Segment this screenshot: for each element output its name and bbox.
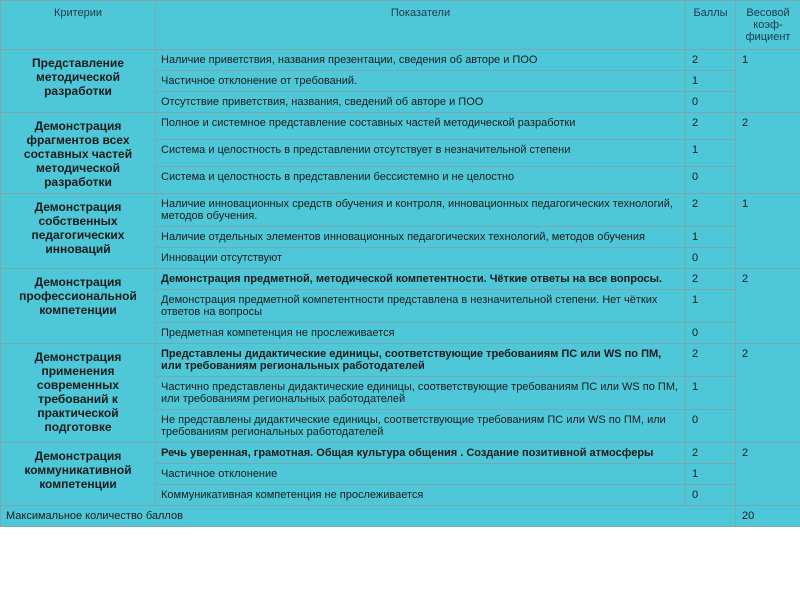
indicator-cell: Частично представлены дидактические един… (156, 377, 686, 410)
header-scores: Баллы (686, 1, 736, 50)
criteria-cell: Демонстрация профессиональной компетенци… (1, 269, 156, 344)
indicator-cell: Представлены дидактические единицы, соот… (156, 344, 686, 377)
score-cell: 2 (686, 113, 736, 140)
evaluation-table: Критерии Показатели Баллы Весовой коэф-ф… (0, 0, 800, 527)
score-cell: 2 (686, 269, 736, 290)
indicator-cell: Демонстрация предметной, методической ко… (156, 269, 686, 290)
footer-row: Максимальное количество баллов20 (1, 506, 800, 527)
header-indicators: Показатели (156, 1, 686, 50)
weight-cell: 1 (736, 194, 800, 269)
indicator-cell: Полное и системное представление составн… (156, 113, 686, 140)
header-weight: Весовой коэф-фициент (736, 1, 800, 50)
criteria-cell: Демонстрация собственных педагогических … (1, 194, 156, 269)
score-cell: 1 (686, 290, 736, 323)
indicator-cell: Коммуникативная компетенция не прослежив… (156, 485, 686, 506)
score-cell: 0 (686, 167, 736, 194)
weight-cell: 1 (736, 50, 800, 113)
weight-cell: 2 (736, 344, 800, 443)
indicator-cell: Инновации отсутствуют (156, 248, 686, 269)
indicator-cell: Речь уверенная, грамотная. Общая культур… (156, 443, 686, 464)
weight-cell: 2 (736, 113, 800, 194)
table-row: Демонстрация фрагментов всех составных ч… (1, 113, 800, 140)
indicator-cell: Наличие инновационных средств обучения и… (156, 194, 686, 227)
weight-cell: 2 (736, 443, 800, 506)
score-cell: 1 (686, 227, 736, 248)
score-cell: 0 (686, 323, 736, 344)
table-row: Представление методической разработкиНал… (1, 50, 800, 71)
table-row: Демонстрация коммуникативной компетенции… (1, 443, 800, 464)
criteria-cell: Представление методической разработки (1, 50, 156, 113)
indicator-cell: Наличие отдельных элементов инновационны… (156, 227, 686, 248)
indicator-cell: Отсутствие приветствия, названия, сведен… (156, 92, 686, 113)
score-cell: 0 (686, 248, 736, 269)
indicator-cell: Система и целостность в представлении от… (156, 140, 686, 167)
table-row: Демонстрация профессиональной компетенци… (1, 269, 800, 290)
score-cell: 1 (686, 140, 736, 167)
indicator-cell: Не представлены дидактические единицы, с… (156, 410, 686, 443)
header-criteria: Критерии (1, 1, 156, 50)
score-cell: 0 (686, 410, 736, 443)
footer-value: 20 (736, 506, 800, 527)
table-row: Демонстрация собственных педагогических … (1, 194, 800, 227)
indicator-cell: Частичное отклонение от требований. (156, 71, 686, 92)
score-cell: 0 (686, 92, 736, 113)
score-cell: 0 (686, 485, 736, 506)
indicator-cell: Демонстрация предметной компетентности п… (156, 290, 686, 323)
score-cell: 2 (686, 443, 736, 464)
score-cell: 1 (686, 464, 736, 485)
weight-cell: 2 (736, 269, 800, 344)
indicator-cell: Предметная компетенция не прослеживается (156, 323, 686, 344)
table-body: Представление методической разработкиНал… (1, 50, 800, 527)
header-row: Критерии Показатели Баллы Весовой коэф-ф… (1, 1, 800, 50)
indicator-cell: Система и целостность в представлении бе… (156, 167, 686, 194)
score-cell: 2 (686, 194, 736, 227)
indicator-cell: Частичное отклонение (156, 464, 686, 485)
indicator-cell: Наличие приветствия, названия презентаци… (156, 50, 686, 71)
score-cell: 2 (686, 344, 736, 377)
footer-label: Максимальное количество баллов (1, 506, 736, 527)
criteria-cell: Демонстрация фрагментов всех составных ч… (1, 113, 156, 194)
criteria-cell: Демонстрация коммуникативной компетенции (1, 443, 156, 506)
criteria-cell: Демонстрация применения современных треб… (1, 344, 156, 443)
score-cell: 1 (686, 377, 736, 410)
table-row: Демонстрация применения современных треб… (1, 344, 800, 377)
score-cell: 1 (686, 71, 736, 92)
score-cell: 2 (686, 50, 736, 71)
